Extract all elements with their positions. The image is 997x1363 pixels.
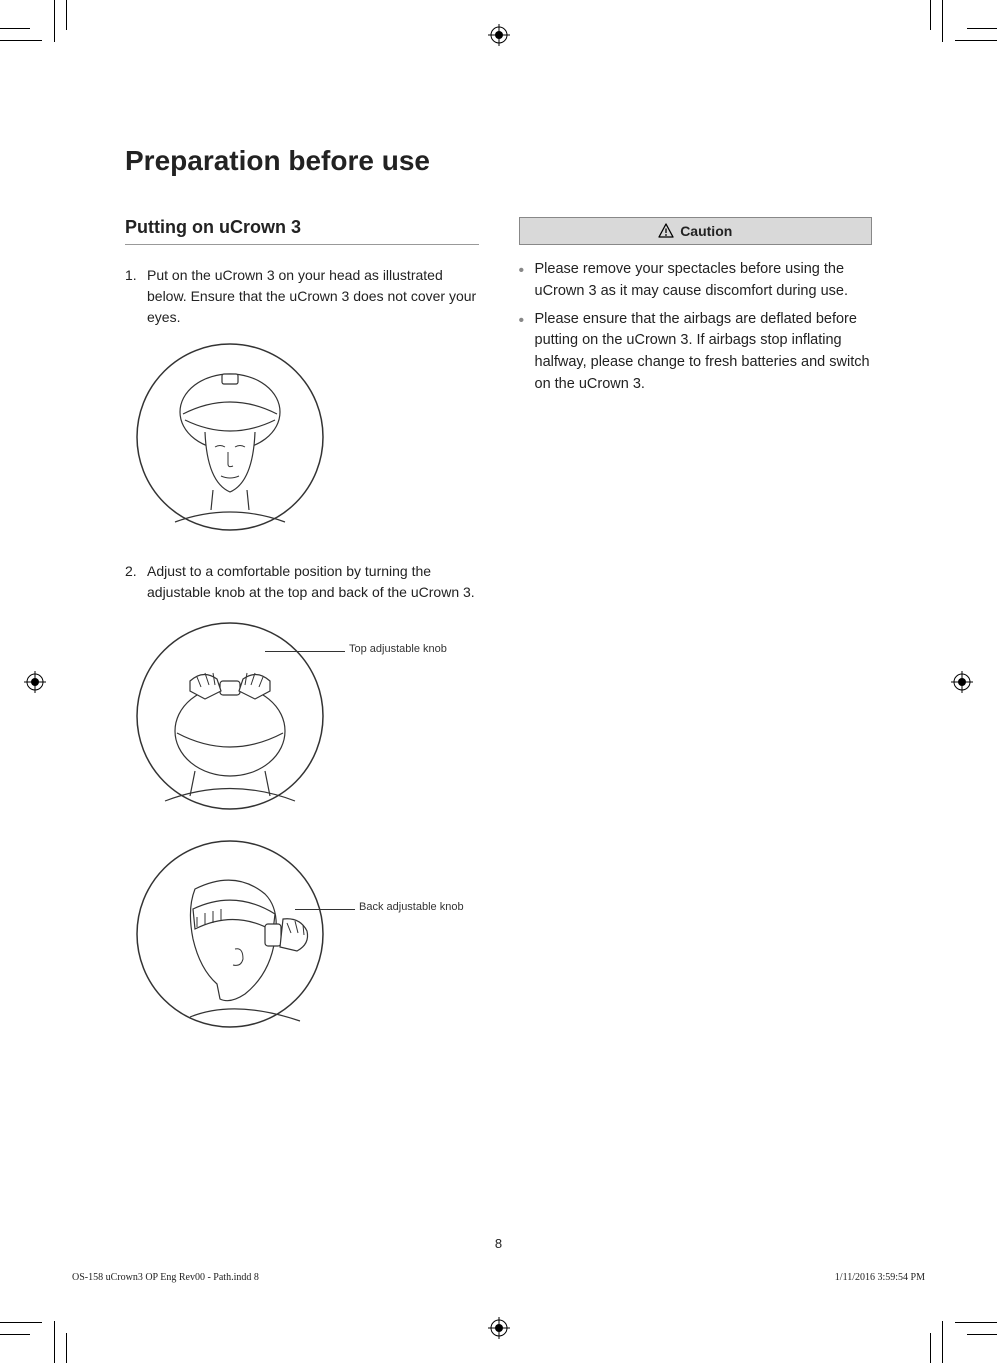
registration-mark-icon bbox=[951, 671, 973, 693]
illustration-top-knob: Top adjustable knob bbox=[135, 621, 479, 821]
page-content: Preparation before use Putting on uCrown… bbox=[70, 70, 927, 1293]
step-1: 1. Put on the uCrown 3 on your head as i… bbox=[125, 265, 479, 328]
left-column: Putting on uCrown 3 1. Put on the uCrown… bbox=[125, 217, 479, 1045]
crop-mark bbox=[0, 40, 42, 41]
step-number: 2. bbox=[125, 561, 147, 603]
registration-mark-icon bbox=[488, 1317, 510, 1339]
leader-line bbox=[295, 909, 355, 910]
caution-heading-text: Caution bbox=[680, 223, 732, 239]
footer-filename: OS-158 uCrown3 OP Eng Rev00 - Path.indd … bbox=[72, 1272, 259, 1283]
caution-item: Please remove your spectacles before usi… bbox=[519, 259, 873, 303]
crop-mark bbox=[0, 1334, 30, 1335]
warning-icon bbox=[658, 223, 674, 239]
illustration-label-top-knob: Top adjustable knob bbox=[349, 643, 447, 655]
crop-mark bbox=[0, 1322, 42, 1323]
crop-mark bbox=[955, 1322, 997, 1323]
illustration-head bbox=[135, 342, 479, 537]
caution-heading: Caution bbox=[519, 217, 873, 245]
registration-mark-icon bbox=[24, 671, 46, 693]
registration-mark-icon bbox=[488, 24, 510, 46]
step-text: Put on the uCrown 3 on your head as illu… bbox=[147, 265, 479, 328]
crop-mark bbox=[54, 0, 55, 42]
page-number: 8 bbox=[495, 1236, 502, 1251]
right-column: Caution Please remove your spectacles be… bbox=[519, 217, 873, 1045]
footer-timestamp: 1/11/2016 3:59:54 PM bbox=[835, 1272, 925, 1283]
caution-list: Please remove your spectacles before usi… bbox=[519, 259, 873, 396]
illustration-back-knob: Back adjustable knob bbox=[135, 839, 479, 1039]
crop-mark bbox=[967, 1334, 997, 1335]
crop-mark bbox=[942, 1321, 943, 1363]
step-2: 2. Adjust to a comfortable position by t… bbox=[125, 561, 479, 603]
illustration-label-back-knob: Back adjustable knob bbox=[359, 901, 464, 913]
crop-mark bbox=[54, 1321, 55, 1363]
crop-mark bbox=[930, 0, 931, 30]
crop-mark bbox=[0, 28, 30, 29]
crop-mark bbox=[942, 0, 943, 42]
caution-item: Please ensure that the airbags are defla… bbox=[519, 309, 873, 396]
crop-mark bbox=[930, 1333, 931, 1363]
crop-mark bbox=[955, 40, 997, 41]
crop-mark bbox=[66, 1333, 67, 1363]
step-text: Adjust to a comfortable position by turn… bbox=[147, 561, 479, 603]
page-title: Preparation before use bbox=[125, 145, 872, 177]
section-subheading: Putting on uCrown 3 bbox=[125, 217, 479, 245]
step-number: 1. bbox=[125, 265, 147, 328]
leader-line bbox=[265, 651, 345, 652]
crop-mark bbox=[967, 28, 997, 29]
two-column-layout: Putting on uCrown 3 1. Put on the uCrown… bbox=[125, 217, 872, 1045]
crop-mark bbox=[66, 0, 67, 30]
